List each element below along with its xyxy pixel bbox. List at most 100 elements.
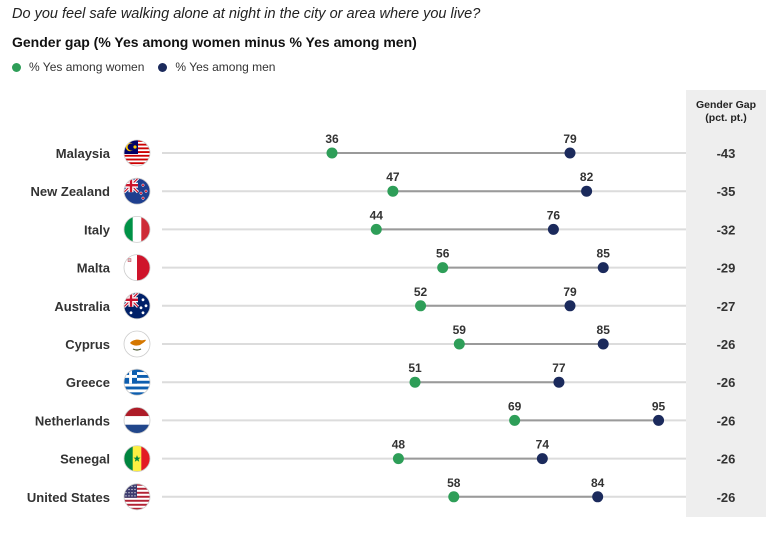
gap-value: -35 bbox=[717, 184, 736, 199]
point-women bbox=[415, 300, 427, 312]
data-label-women: 44 bbox=[370, 208, 384, 222]
data-label-women: 58 bbox=[447, 476, 461, 490]
flag-senegal-icon bbox=[124, 445, 150, 472]
point-men bbox=[597, 262, 609, 274]
gap-value: -26 bbox=[717, 337, 736, 352]
point-women bbox=[370, 223, 382, 235]
data-label-women: 59 bbox=[453, 323, 467, 337]
flag-new-zealand-icon bbox=[124, 178, 150, 205]
data-label-women: 36 bbox=[325, 132, 339, 146]
data-label-men: 79 bbox=[563, 132, 577, 146]
table-row: Cyprus 59 85 -26 bbox=[65, 323, 736, 358]
table-row: Senegal 48 74 -26 bbox=[60, 438, 736, 473]
country-label: Cyprus bbox=[65, 337, 110, 352]
legend-item-men: % Yes among men bbox=[158, 60, 275, 74]
flag-australia-icon bbox=[124, 292, 150, 319]
table-row: Italy 44 76 -32 bbox=[84, 208, 736, 243]
country-label: Malta bbox=[77, 261, 111, 276]
flag-outline bbox=[123, 445, 151, 473]
point-men bbox=[547, 223, 559, 235]
country-label: Australia bbox=[54, 299, 110, 314]
legend-label-men: % Yes among men bbox=[175, 60, 276, 74]
flag-outline bbox=[123, 215, 151, 243]
flag-outline bbox=[123, 483, 151, 511]
point-men bbox=[536, 453, 548, 465]
flag-italy-icon bbox=[124, 216, 150, 243]
data-label-women: 48 bbox=[392, 438, 406, 452]
gap-header-line1: Gender Gap bbox=[696, 99, 756, 111]
country-label: Senegal bbox=[60, 452, 110, 467]
point-men bbox=[553, 376, 565, 388]
flag-outline bbox=[123, 254, 151, 282]
table-row: New Zealand 47 82 -35 bbox=[31, 170, 736, 205]
flag-cyprus-icon bbox=[124, 331, 150, 357]
gap-value: -26 bbox=[717, 413, 736, 428]
country-label: Italy bbox=[84, 222, 111, 237]
point-men bbox=[564, 147, 576, 159]
gap-header-line2: (pct. pt.) bbox=[705, 112, 746, 124]
flag-malta-icon bbox=[124, 254, 150, 281]
gap-value: -26 bbox=[717, 490, 736, 505]
table-row: Australia 52 79 -27 bbox=[54, 285, 736, 320]
table-row: Netherlands 69 95 -26 bbox=[35, 399, 736, 434]
point-women bbox=[387, 185, 399, 197]
flag-outline bbox=[123, 368, 151, 396]
survey-question: Do you feel safe walking alone at night … bbox=[12, 6, 481, 22]
gap-value: -29 bbox=[717, 261, 736, 276]
flag-outline bbox=[123, 177, 151, 205]
flag-netherlands-icon bbox=[124, 407, 150, 434]
flag-outline bbox=[123, 406, 151, 434]
data-label-women: 56 bbox=[436, 247, 450, 261]
point-women bbox=[437, 262, 449, 274]
country-label: Malaysia bbox=[56, 146, 111, 161]
data-label-men: 84 bbox=[591, 476, 605, 490]
point-women bbox=[392, 453, 404, 465]
gap-value: -27 bbox=[717, 299, 736, 314]
point-men bbox=[581, 185, 593, 197]
data-label-women: 51 bbox=[408, 361, 422, 375]
gap-value: -26 bbox=[717, 452, 736, 467]
data-label-men: 95 bbox=[652, 399, 666, 413]
flag-united-states-icon bbox=[124, 483, 150, 510]
data-label-women: 69 bbox=[508, 399, 522, 413]
legend-dot-men bbox=[158, 62, 168, 72]
point-men bbox=[653, 414, 665, 426]
point-women bbox=[409, 376, 421, 388]
flag-outline bbox=[123, 292, 151, 320]
data-label-men: 77 bbox=[552, 361, 566, 375]
data-label-women: 47 bbox=[386, 170, 400, 184]
legend: % Yes among women % Yes among men bbox=[12, 60, 289, 74]
country-label: Greece bbox=[66, 375, 110, 390]
legend-dot-women bbox=[12, 62, 21, 72]
data-label-men: 85 bbox=[597, 323, 611, 337]
data-label-women: 52 bbox=[414, 285, 428, 299]
flag-greece-icon bbox=[124, 369, 150, 396]
point-women bbox=[448, 491, 460, 503]
point-women bbox=[326, 147, 338, 159]
flag-outline bbox=[123, 330, 151, 358]
gap-value: -26 bbox=[717, 375, 736, 390]
point-men bbox=[564, 300, 576, 312]
country-label: New Zealand bbox=[31, 184, 111, 199]
gap-column-background bbox=[686, 90, 766, 517]
chart-title: Gender gap (% Yes among women minus % Ye… bbox=[12, 34, 417, 50]
table-row: Malta 56 85 -29 bbox=[77, 247, 736, 282]
gap-value: -32 bbox=[717, 222, 736, 237]
data-label-men: 85 bbox=[597, 247, 611, 261]
data-label-men: 82 bbox=[580, 170, 594, 184]
table-row: United States 58 84 -26 bbox=[27, 476, 736, 511]
data-label-men: 74 bbox=[536, 438, 550, 452]
country-label: Netherlands bbox=[35, 413, 110, 428]
flag-outline bbox=[123, 139, 151, 167]
country-label: United States bbox=[27, 490, 110, 505]
table-row: Malaysia 36 79 -43 bbox=[56, 132, 736, 167]
table-row: Greece 51 77 -26 bbox=[66, 361, 736, 396]
point-men bbox=[597, 338, 609, 350]
point-women bbox=[453, 338, 465, 350]
legend-label-women: % Yes among women bbox=[29, 60, 145, 74]
data-label-men: 76 bbox=[547, 208, 561, 222]
data-label-men: 79 bbox=[563, 285, 577, 299]
point-men bbox=[592, 491, 604, 503]
gap-value: -43 bbox=[717, 146, 736, 161]
